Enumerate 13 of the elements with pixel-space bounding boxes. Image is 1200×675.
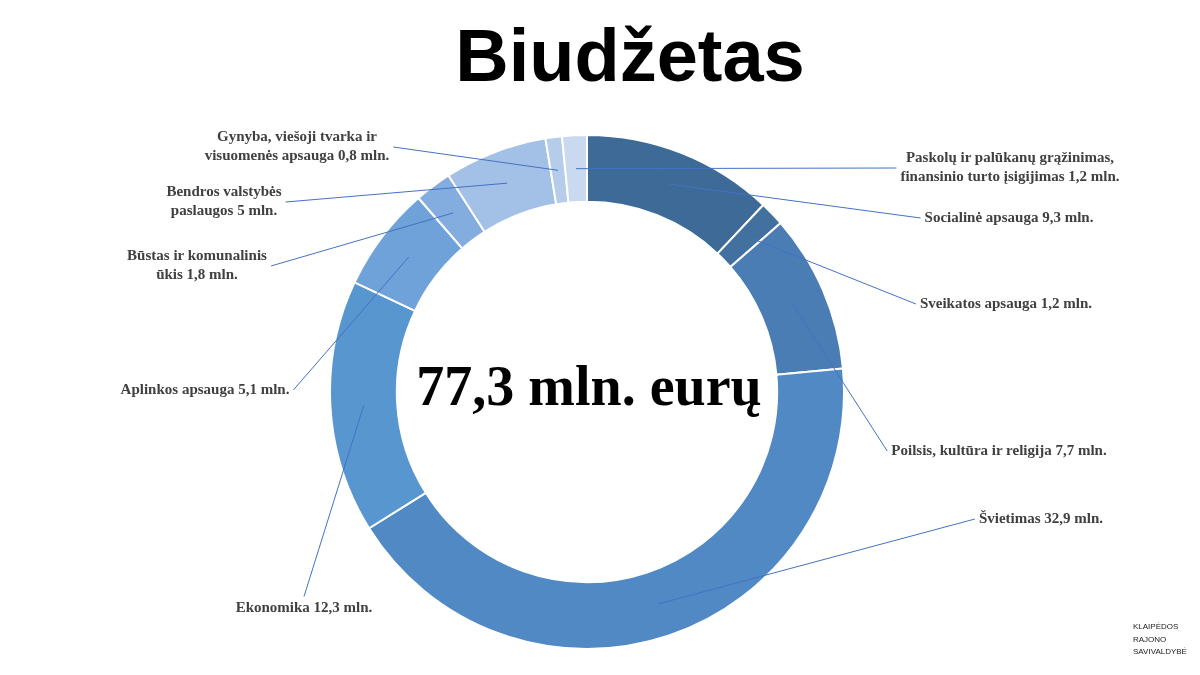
slice-label: Švietimas 32,9 mln. [978, 509, 1104, 526]
slice-label: Būstas ir komunalinis ūkis 1,8 mln. [127, 247, 268, 283]
text: 77,3 mln. eurų [415, 355, 763, 417]
slice-label: Paskolų ir palūkanų grąžinimas, finansinio turto įsigijimas 1,2 mln. [900, 149, 1120, 185]
slice-label: Sveikatos apsauga 1,2 mln. [919, 294, 1093, 311]
slice-label: Bendros valstybės paslaugos 5 mln. [166, 183, 282, 219]
slice-label: Poilsis, kultūra ir religija 7,7 mln. [891, 441, 1107, 458]
slice-label: Socialinė apsauga 9,3 mln. [924, 208, 1094, 225]
chart-title: Biudžetas [454, 14, 806, 97]
slice-label: Gynyba, viešoji tvarka ir visuomenės apsauga 0,8 mln. [204, 128, 390, 164]
slice-label: Ekonomika 12,3 mln. [235, 598, 373, 615]
text: KLAIPĖDOS RAJONO SAVIVALDYBĖ [1133, 621, 1187, 658]
slice-label: Aplinkos apsauga 5,1 mln. [120, 380, 290, 397]
